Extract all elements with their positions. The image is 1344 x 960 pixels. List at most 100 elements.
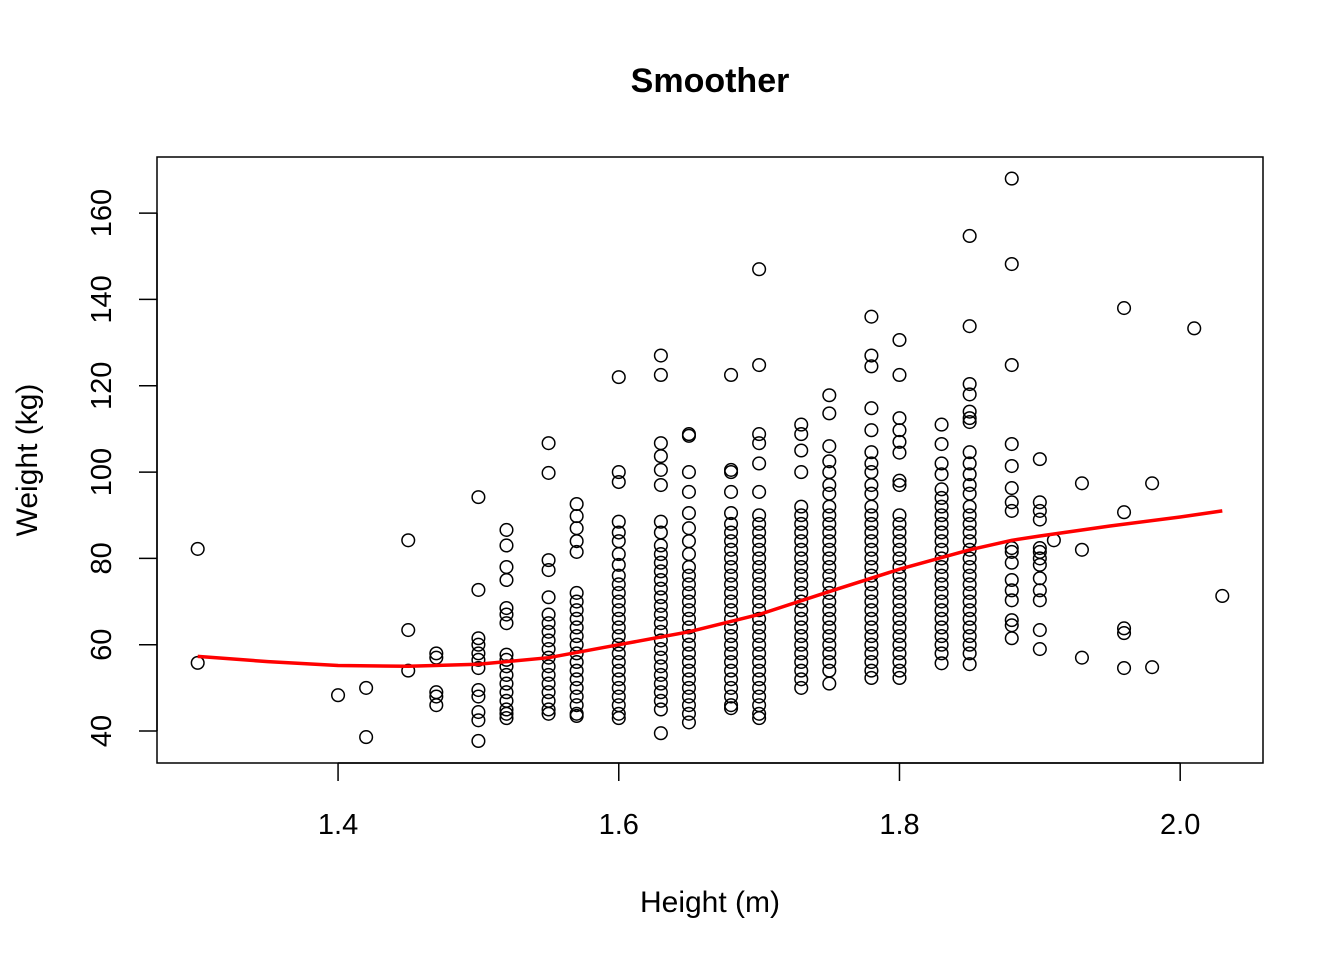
data-point <box>752 508 767 523</box>
data-point <box>864 465 879 480</box>
y-tick-label: 100 <box>86 448 118 496</box>
data-point <box>962 319 977 334</box>
data-point <box>794 646 809 661</box>
data-point <box>822 486 837 501</box>
data-point <box>471 490 486 505</box>
data-point <box>653 538 668 553</box>
data-point <box>653 676 668 691</box>
data-point <box>794 611 809 626</box>
data-point <box>822 611 837 626</box>
data-point <box>934 516 949 531</box>
data-point <box>681 646 696 661</box>
data-point <box>752 603 767 618</box>
data-point <box>653 449 668 464</box>
data-point <box>892 542 907 557</box>
data-point <box>569 672 584 687</box>
data-point <box>499 702 514 717</box>
data-point <box>962 577 977 592</box>
data-point <box>864 542 879 557</box>
data-point <box>822 603 837 618</box>
data-point <box>864 559 879 575</box>
data-point <box>822 388 837 403</box>
x-axis: 1.4 1.6 1.8 2.0 <box>318 762 1200 841</box>
data-point <box>892 534 907 549</box>
data-point <box>541 465 556 480</box>
data-point <box>569 603 584 618</box>
data-point <box>822 439 837 454</box>
data-point <box>724 603 739 618</box>
data-point <box>541 563 556 578</box>
data-point <box>681 577 696 592</box>
data-point <box>569 689 584 704</box>
data-point <box>1004 555 1019 570</box>
data-point <box>569 594 584 609</box>
data-point <box>794 603 809 618</box>
data-point <box>962 568 977 583</box>
data-point <box>471 652 486 667</box>
data-point <box>752 594 767 609</box>
data-point <box>962 411 977 426</box>
data-point <box>934 620 949 635</box>
data-point <box>892 670 907 686</box>
data-point <box>752 611 767 626</box>
data-point <box>934 611 949 626</box>
data-point <box>962 620 977 635</box>
data-point <box>724 568 739 583</box>
smoother-line <box>197 509 1223 669</box>
data-point <box>724 465 739 480</box>
data-point <box>569 611 584 626</box>
data-point <box>962 516 977 531</box>
data-point <box>724 663 739 678</box>
data-point <box>934 637 949 652</box>
data-point <box>794 525 809 540</box>
data-point <box>794 542 809 557</box>
data-point <box>1116 626 1132 641</box>
data-point <box>653 650 668 665</box>
data-point <box>681 620 696 635</box>
data-point <box>331 688 346 703</box>
data-point <box>681 715 696 730</box>
data-point <box>653 555 668 570</box>
data-point <box>611 711 626 726</box>
data-point <box>653 367 668 383</box>
data-point <box>1032 557 1047 572</box>
data-point <box>681 603 696 618</box>
data-point <box>794 559 809 575</box>
data-point <box>541 436 556 451</box>
data-point <box>934 417 949 432</box>
y-tick-label: 140 <box>86 275 118 323</box>
data-point <box>541 702 556 717</box>
data-point <box>864 603 879 618</box>
data-point <box>1032 503 1047 518</box>
data-point <box>962 445 977 460</box>
data-point <box>724 525 739 540</box>
data-point <box>653 685 668 700</box>
data-point <box>499 616 514 631</box>
data-point <box>962 551 977 566</box>
data-point <box>822 654 837 670</box>
data-point <box>611 514 626 529</box>
data-point <box>569 663 584 678</box>
data-point <box>822 454 837 469</box>
data-point <box>471 631 486 646</box>
data-point <box>611 706 626 721</box>
data-point <box>611 577 626 592</box>
data-point <box>681 637 696 652</box>
data-point <box>962 414 977 430</box>
data-point <box>864 611 879 626</box>
data-point <box>653 693 668 708</box>
data-point <box>1004 503 1019 518</box>
data-point <box>962 646 977 661</box>
data-point <box>794 465 809 480</box>
data-point <box>499 676 514 691</box>
data-point <box>724 629 739 644</box>
data-point <box>864 534 879 549</box>
data-point <box>499 607 514 622</box>
data-point <box>653 572 668 588</box>
data-point <box>611 585 626 600</box>
data-point <box>569 585 584 600</box>
data-point <box>1032 571 1047 586</box>
data-point <box>822 477 837 493</box>
data-point <box>611 654 626 670</box>
data-point <box>653 659 668 674</box>
